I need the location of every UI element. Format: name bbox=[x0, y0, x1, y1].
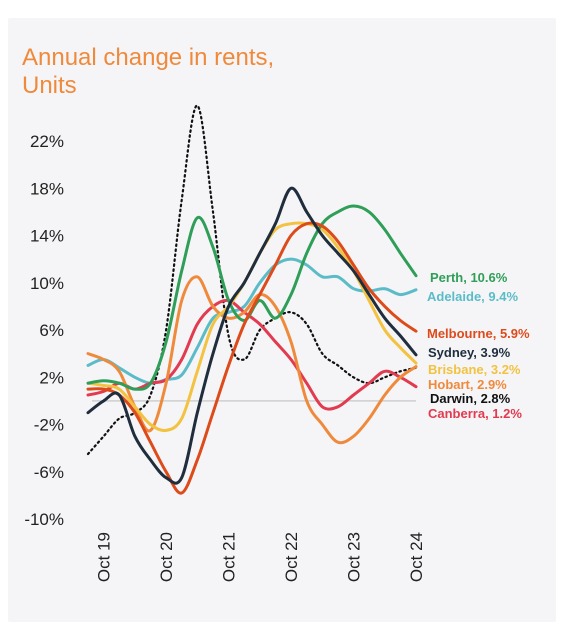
series-end-label-brisbane: Brisbane, 3.2% bbox=[428, 362, 521, 377]
y-tick-label: 6% bbox=[39, 321, 64, 340]
x-tick-label: Oct 19 bbox=[95, 532, 114, 582]
y-tick-label: 2% bbox=[39, 368, 64, 387]
x-tick-label: Oct 20 bbox=[157, 532, 176, 582]
series-end-label-darwin: Darwin, 2.8% bbox=[430, 391, 511, 406]
series-lines bbox=[86, 104, 418, 495]
chart-title-line-1: Annual change in rents, bbox=[22, 44, 275, 71]
y-tick-label: -10% bbox=[24, 510, 64, 529]
x-tick-label: Oct 21 bbox=[220, 532, 239, 582]
series-end-label-adelaide: Adelaide, 9.4% bbox=[427, 289, 518, 304]
series-line-adelaide bbox=[86, 257, 418, 385]
x-tick-label: Oct 24 bbox=[407, 532, 426, 582]
y-tick-label: 18% bbox=[30, 179, 64, 198]
series-end-labels: Perth, 10.6% Adelaide, 9.4% Melbourne, 5.9… bbox=[427, 270, 530, 421]
x-tick-label: Oct 23 bbox=[345, 532, 364, 582]
y-tick-label: 22% bbox=[30, 132, 64, 151]
series-end-label-hobart: Hobart, 2.9% bbox=[428, 377, 507, 392]
y-tick-label: -2% bbox=[34, 416, 64, 435]
chart-title-line-2: Units bbox=[22, 72, 77, 99]
series-line-darwin bbox=[86, 104, 418, 456]
series-line-canberra bbox=[86, 298, 418, 411]
series-end-label-perth: Perth, 10.6% bbox=[430, 270, 508, 285]
series-line-brisbane bbox=[86, 221, 418, 433]
x-tick-label: Oct 22 bbox=[282, 532, 301, 582]
y-tick-label: 10% bbox=[30, 274, 64, 293]
x-axis-ticks: Oct 19 Oct 20 Oct 21 Oct 22 Oct 23 Oct 24 bbox=[95, 532, 426, 582]
chart-title: Annual change in rents, Units bbox=[22, 44, 402, 100]
y-tick-label: -6% bbox=[34, 463, 64, 482]
series-end-label-sydney: Sydney, 3.9% bbox=[428, 345, 511, 360]
series-line-sydney bbox=[86, 186, 418, 485]
y-axis-ticks: 22% 18% 14% 10% 6% 2% -2% -6% -10% bbox=[24, 132, 64, 529]
series-end-label-melbourne: Melbourne, 5.9% bbox=[427, 326, 530, 341]
series-end-label-canberra: Canberra, 1.2% bbox=[428, 406, 522, 421]
y-tick-label: 14% bbox=[30, 227, 64, 246]
series-line-melbourne bbox=[86, 221, 418, 495]
